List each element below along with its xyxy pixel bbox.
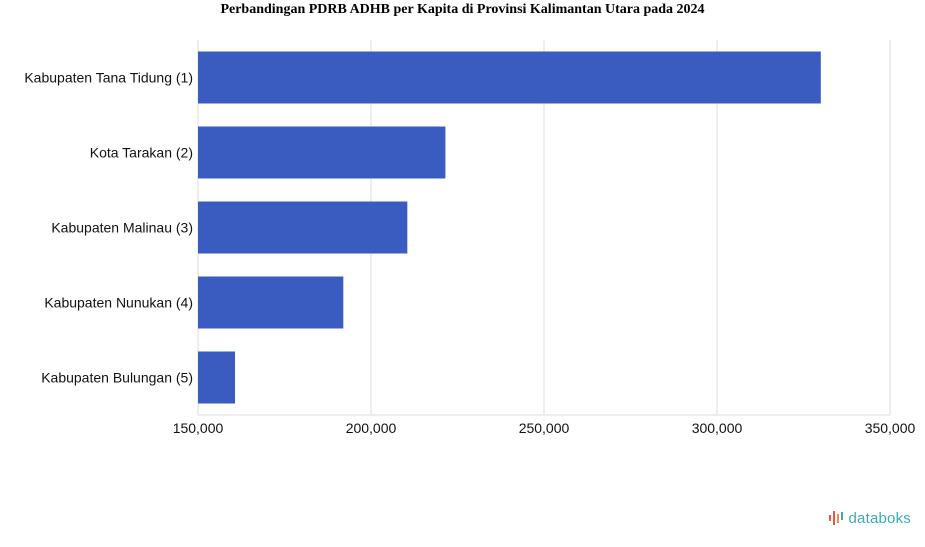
x-axis-tick-labels: 150,000 200,000 250,000 300,000 350,000 xyxy=(173,420,916,436)
databoks-logo-text: databoks xyxy=(848,509,911,527)
bar[interactable] xyxy=(198,126,446,179)
category-label: Kota Tarakan (2) xyxy=(90,145,193,161)
chart-title: Perbandingan PDRB ADHB per Kapita di Pro… xyxy=(220,2,705,17)
x-tick-label: 300,000 xyxy=(692,420,743,436)
x-tick-label: 150,000 xyxy=(173,420,224,436)
databoks-bars-icon xyxy=(828,511,843,525)
bar[interactable] xyxy=(198,351,236,404)
x-tick-label: 200,000 xyxy=(346,420,397,436)
x-tick-label: 350,000 xyxy=(865,420,916,436)
category-label: Kabupaten Malinau (3) xyxy=(51,220,193,236)
bar[interactable] xyxy=(198,51,821,104)
bar[interactable] xyxy=(198,276,344,329)
category-labels: Kabupaten Tana Tidung (1) Kota Tarakan (2… xyxy=(24,70,193,386)
bars xyxy=(198,51,821,404)
category-label: Kabupaten Tana Tidung (1) xyxy=(24,70,193,86)
databoks-logo: databoks xyxy=(828,509,911,527)
x-tick-label: 250,000 xyxy=(519,420,570,436)
category-label: Kabupaten Bulungan (5) xyxy=(41,370,193,386)
category-label: Kabupaten Nunukan (4) xyxy=(44,295,193,311)
bar[interactable] xyxy=(198,201,408,254)
